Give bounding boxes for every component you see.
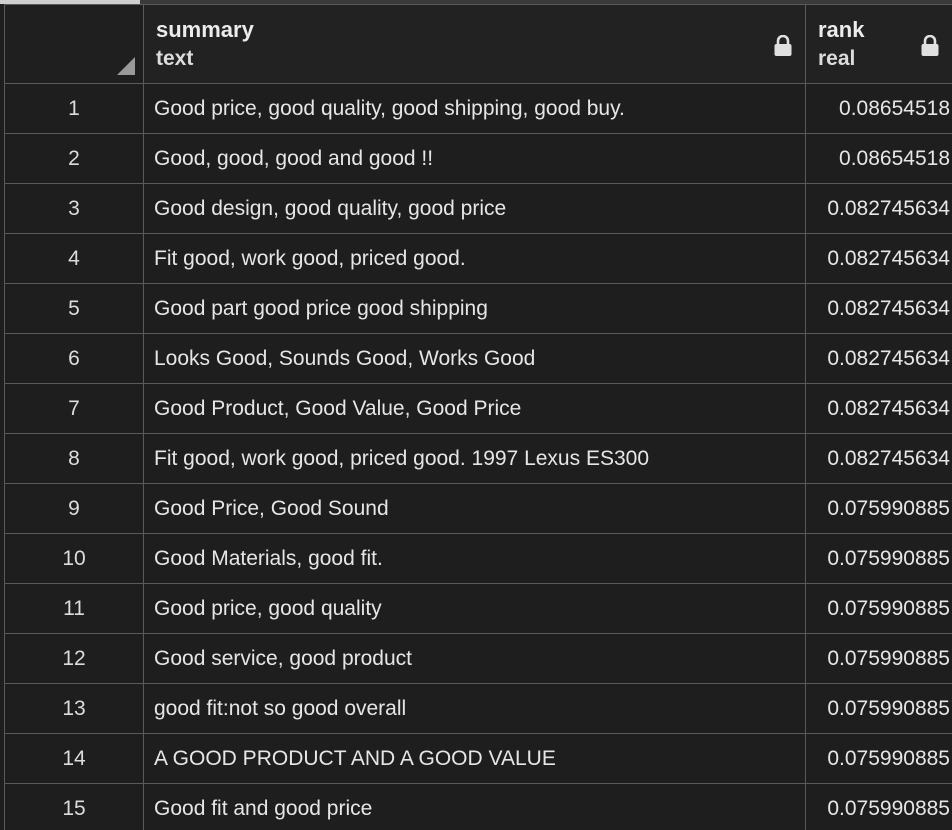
table-row[interactable]: 1 Good price, good quality, good shipping… [4, 83, 952, 134]
rank-cell[interactable]: 0.075990885 [805, 783, 952, 830]
table-row[interactable]: 14 A GOOD PRODUCT AND A GOOD VALUE 0.07599… [4, 733, 952, 784]
rank-cell[interactable]: 0.08654518 [805, 133, 952, 184]
rank-cell[interactable]: 0.082745634 [805, 283, 952, 334]
grid-top-accent [0, 0, 140, 4]
summary-cell[interactable]: Good service, good product [143, 633, 806, 684]
summary-cell[interactable]: good fit:not so good overall [143, 683, 806, 734]
row-number-cell[interactable]: 4 [4, 233, 144, 284]
results-table: summary text rank real 1 Go [4, 4, 952, 830]
column-header-rank[interactable]: rank real [805, 4, 952, 84]
table-row[interactable]: 13 good fit:not so good overall 0.07599088… [4, 683, 952, 734]
grid-body: 1 Good price, good quality, good shipping… [4, 83, 952, 830]
column-name: rank [818, 17, 865, 42]
grid-top-border [0, 0, 952, 4]
summary-cell[interactable]: Good, good, good and good !! [143, 133, 806, 184]
rank-cell[interactable]: 0.075990885 [805, 483, 952, 534]
summary-cell[interactable]: Good part good price good shipping [143, 283, 806, 334]
table-row[interactable]: 6 Looks Good, Sounds Good, Works Good 0.08… [4, 333, 952, 384]
header-row: summary text rank real [4, 4, 952, 84]
rank-cell[interactable]: 0.075990885 [805, 733, 952, 784]
summary-cell[interactable]: Good Product, Good Value, Good Price [143, 383, 806, 434]
table-row[interactable]: 10 Good Materials, good fit. 0.075990885 [4, 533, 952, 584]
table-row[interactable]: 8 Fit good, work good, priced good. 1997 … [4, 433, 952, 484]
column-type: text [156, 47, 194, 70]
row-number-cell[interactable]: 6 [4, 333, 144, 384]
row-number-cell[interactable]: 10 [4, 533, 144, 584]
rank-cell[interactable]: 0.082745634 [805, 333, 952, 384]
rank-cell[interactable]: 0.082745634 [805, 233, 952, 284]
table-row[interactable]: 4 Fit good, work good, priced good. 0.0827… [4, 233, 952, 284]
summary-cell[interactable]: Good Price, Good Sound [143, 483, 806, 534]
table-row[interactable]: 12 Good service, good product 0.075990885 [4, 633, 952, 684]
column-type: real [818, 47, 856, 70]
table-row[interactable]: 2 Good, good, good and good !! 0.08654518 [4, 133, 952, 184]
summary-cell[interactable]: Good price, good quality, good shipping,… [143, 83, 806, 134]
row-number-cell[interactable]: 2 [4, 133, 144, 184]
row-number-cell[interactable]: 15 [4, 783, 144, 830]
summary-cell[interactable]: Fit good, work good, priced good. 1997 L… [143, 433, 806, 484]
summary-cell[interactable]: Looks Good, Sounds Good, Works Good [143, 333, 806, 384]
sort-corner-icon [117, 57, 135, 75]
rank-cell[interactable]: 0.075990885 [805, 683, 952, 734]
rank-cell[interactable]: 0.082745634 [805, 383, 952, 434]
row-number-cell[interactable]: 9 [4, 483, 144, 534]
row-number-cell[interactable]: 11 [4, 583, 144, 634]
rank-cell[interactable]: 0.08654518 [805, 83, 952, 134]
table-row[interactable]: 5 Good part good price good shipping 0.082… [4, 283, 952, 334]
table-row[interactable]: 7 Good Product, Good Value, Good Price 0.0… [4, 383, 952, 434]
table-row[interactable]: 11 Good price, good quality 0.075990885 [4, 583, 952, 634]
summary-cell[interactable]: Good Materials, good fit. [143, 533, 806, 584]
rank-cell[interactable]: 0.075990885 [805, 583, 952, 634]
lock-icon [921, 35, 939, 56]
rank-cell[interactable]: 0.082745634 [805, 433, 952, 484]
row-number-cell[interactable]: 14 [4, 733, 144, 784]
summary-cell[interactable]: A GOOD PRODUCT AND A GOOD VALUE [143, 733, 806, 784]
row-number-cell[interactable]: 13 [4, 683, 144, 734]
row-number-cell[interactable]: 5 [4, 283, 144, 334]
row-number-cell[interactable]: 3 [4, 183, 144, 234]
summary-cell[interactable]: Fit good, work good, priced good. [143, 233, 806, 284]
lock-icon [774, 35, 792, 56]
table-row[interactable]: 3 Good design, good quality, good price 0.… [4, 183, 952, 234]
row-number-cell[interactable]: 7 [4, 383, 144, 434]
row-number-cell[interactable]: 8 [4, 433, 144, 484]
rank-cell[interactable]: 0.075990885 [805, 633, 952, 684]
summary-cell[interactable]: Good fit and good price [143, 783, 806, 830]
column-name: summary [156, 17, 254, 42]
row-number-cell[interactable]: 1 [4, 83, 144, 134]
summary-cell[interactable]: Good design, good quality, good price [143, 183, 806, 234]
rank-cell[interactable]: 0.075990885 [805, 533, 952, 584]
table-row[interactable]: 15 Good fit and good price 0.075990885 [4, 783, 952, 830]
table-row[interactable]: 9 Good Price, Good Sound 0.075990885 [4, 483, 952, 534]
select-all-corner[interactable] [4, 4, 144, 84]
rank-cell[interactable]: 0.082745634 [805, 183, 952, 234]
row-number-cell[interactable]: 12 [4, 633, 144, 684]
summary-cell[interactable]: Good price, good quality [143, 583, 806, 634]
column-header-summary[interactable]: summary text [143, 4, 806, 84]
